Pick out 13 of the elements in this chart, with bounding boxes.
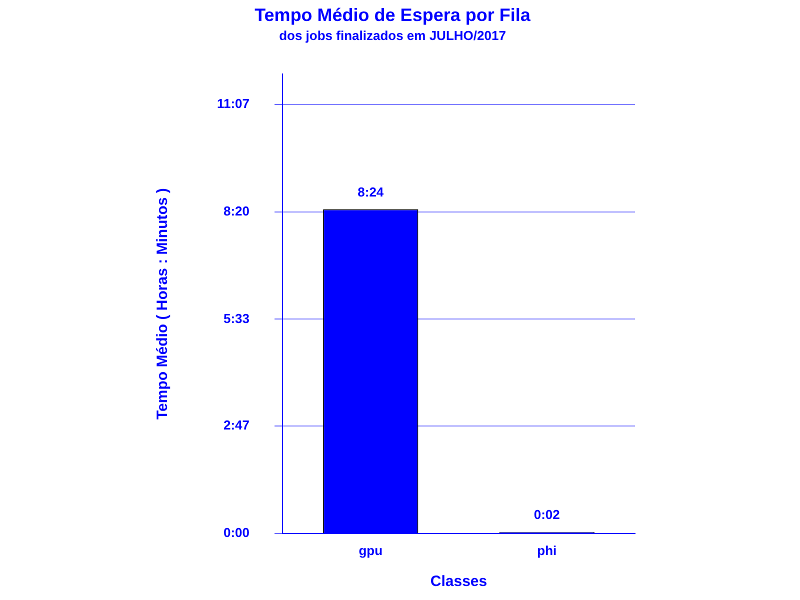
y-axis-title: Tempo Médio ( Horas : Minutos ) xyxy=(154,188,172,420)
y-tick-label: 5:33 xyxy=(224,310,250,326)
data-label: 8:24 xyxy=(358,184,384,200)
data-label: 0:02 xyxy=(534,507,560,522)
y-tick-label: 0:00 xyxy=(224,524,250,540)
y-tick-label: 2:47 xyxy=(224,418,250,433)
x-tick-label: phi xyxy=(537,542,557,558)
y-tick-label: 8:20 xyxy=(224,203,250,218)
chart-title: Tempo Médio de Espera por Fila xyxy=(254,4,532,25)
x-tick-label: gpu xyxy=(358,542,383,558)
x-axis-title: Classes xyxy=(430,573,488,590)
y-tick-label: 11:07 xyxy=(216,96,250,112)
chart-subtitle: dos jobs finalizados em JULHO/2017 xyxy=(279,28,506,43)
